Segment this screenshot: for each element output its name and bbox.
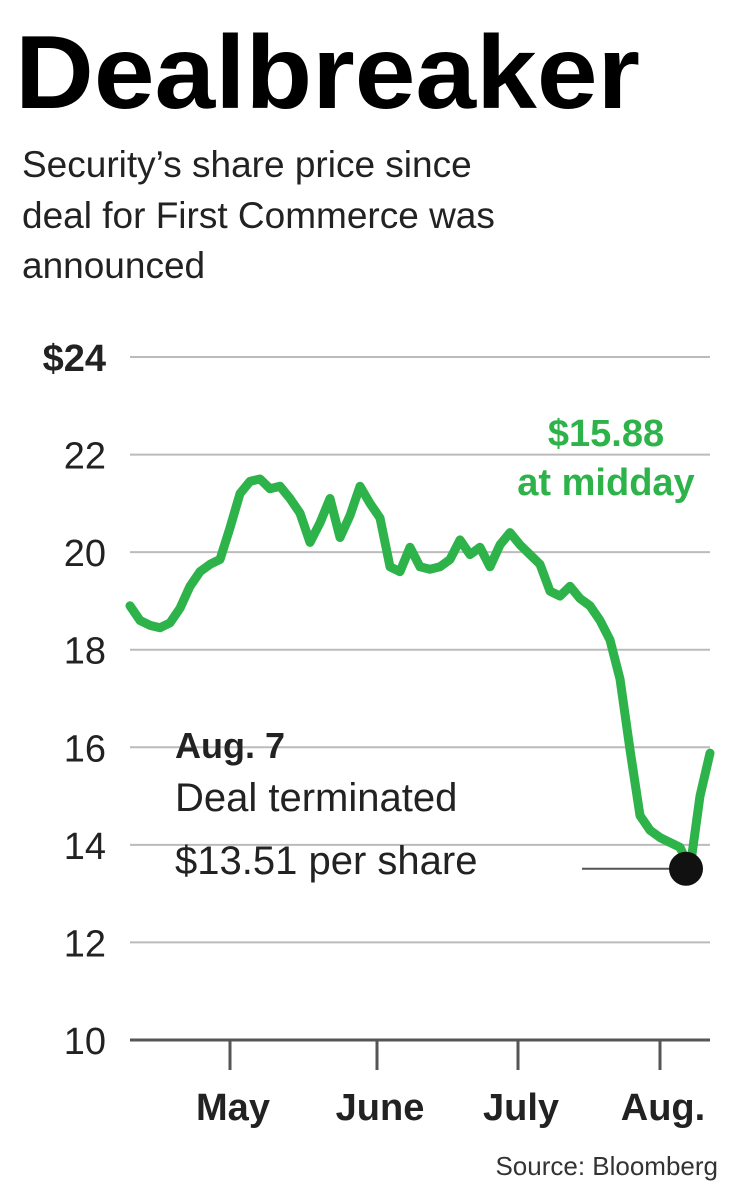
y-tick-label: 22 (64, 436, 106, 478)
subtitle: Security’s share price since (22, 144, 472, 185)
subtitle: announced (22, 245, 205, 286)
y-tick-label: 10 (64, 1021, 106, 1063)
y-tick-label: 20 (64, 533, 106, 575)
x-tick-label: June (336, 1087, 425, 1129)
annotation: Aug. 7 (175, 725, 285, 766)
y-tick-label: $24 (43, 338, 106, 380)
x-tick-label: July (483, 1087, 559, 1129)
chart-title: Dealbreaker (15, 15, 640, 131)
annotation: $15.88 (548, 413, 664, 455)
y-tick-label: 14 (64, 826, 106, 868)
y-tick-label: 18 (64, 631, 106, 673)
source: Source: Bloomberg (495, 1151, 718, 1181)
y-tick-label: 12 (64, 923, 106, 965)
price-line (125, 474, 715, 874)
subtitle: deal for First Commerce was (22, 195, 495, 236)
x-tick-label: Aug. (621, 1087, 705, 1129)
annotation: $13.51 per share (175, 839, 477, 883)
y-tick-label: 16 (64, 728, 106, 770)
x-tick-label: May (196, 1087, 270, 1129)
annotation: at midday (517, 462, 694, 504)
annotation: Deal terminated (175, 776, 457, 820)
event-dot (669, 851, 703, 886)
